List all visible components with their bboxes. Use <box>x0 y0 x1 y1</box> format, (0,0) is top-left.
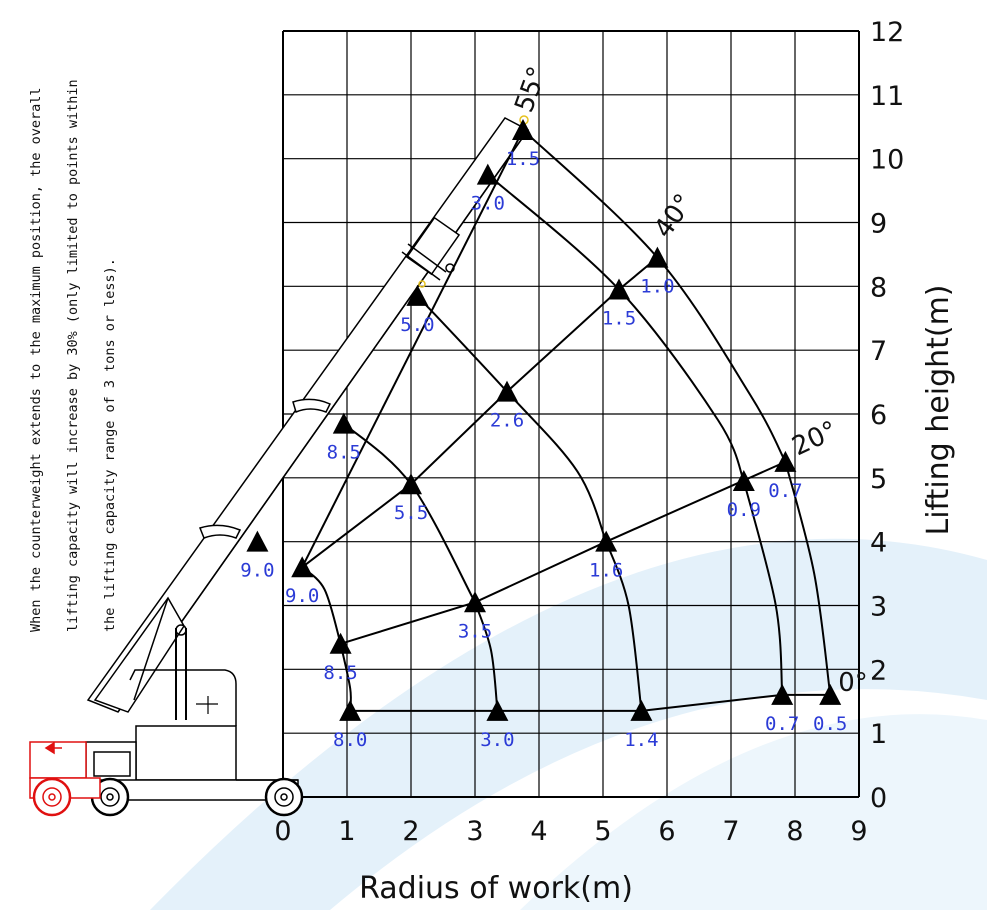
capacity-arc <box>742 480 784 695</box>
capacity-point <box>464 591 486 613</box>
y-tick-label: 3 <box>870 592 887 623</box>
capacity-point <box>774 450 797 472</box>
capacity-arc <box>784 461 832 695</box>
capacity-point <box>406 284 429 306</box>
capacity-value: 0.7 <box>768 480 802 502</box>
capacity-point <box>486 699 509 721</box>
note-line-2: lifting capacity will increase by 30% (o… <box>65 79 81 632</box>
chart-grid <box>282 30 860 798</box>
boom-angle-label: 20° <box>788 416 842 463</box>
boom-angle-label: 0° <box>838 668 868 698</box>
y-tick-label: 11 <box>870 81 904 112</box>
capacity-arc <box>474 601 499 711</box>
boom-angle-line <box>340 460 786 645</box>
front-wheel-icon <box>90 777 130 817</box>
capacity-point <box>329 632 352 654</box>
capacity-arc <box>522 129 787 463</box>
capacity-point <box>339 699 362 721</box>
x-tick-label: 1 <box>338 816 355 847</box>
capacity-value: 8.5 <box>327 442 361 464</box>
capacity-point <box>512 118 534 140</box>
capacity-value: 3.0 <box>480 729 514 751</box>
capacity-value: 0.7 <box>765 713 799 735</box>
capacity-value: 9.0 <box>240 560 274 582</box>
y-tick-label: 6 <box>870 400 887 431</box>
capacity-value: 1.4 <box>624 729 658 751</box>
x-tick-label: 7 <box>722 816 739 847</box>
y-tick-label: 10 <box>870 145 904 176</box>
x-tick-label: 6 <box>658 816 675 847</box>
capacity-point <box>496 380 518 402</box>
x-tick-label: 4 <box>530 816 547 847</box>
capacity-value: 2.6 <box>490 410 524 432</box>
capacity-arc <box>416 295 608 543</box>
capacity-point <box>608 278 630 300</box>
capacity-note: When the counterweight extends to the ma… <box>28 79 118 632</box>
y-tick-label: 4 <box>870 528 887 559</box>
y-tick-label: 7 <box>870 336 887 367</box>
y-axis-label: Lifting height(m) <box>921 284 956 535</box>
capacity-point <box>732 470 755 492</box>
note-line-1: When the counterweight extends to the ma… <box>28 87 44 632</box>
capacity-point <box>476 163 499 185</box>
rear-wheel-icon <box>264 777 304 817</box>
y-tick-label: 9 <box>870 209 887 240</box>
y-tick-label: 12 <box>870 17 904 48</box>
note-line-3: the lifting capacity range of 3 tons or … <box>102 258 118 632</box>
y-tick-label: 1 <box>870 719 887 750</box>
capacity-point <box>771 683 794 705</box>
capacity-value: 8.0 <box>333 729 367 751</box>
capacity-point <box>595 530 618 552</box>
capacity-value: 3.5 <box>458 620 492 642</box>
x-tick-label: 8 <box>786 816 803 847</box>
capacity-arc <box>605 541 643 711</box>
watermark-logo <box>150 538 987 910</box>
boom-angle-label: 55° <box>509 63 553 117</box>
capacity-value: 0.9 <box>727 499 761 521</box>
capacity-value: 5.5 <box>394 502 428 524</box>
y-tick-label: 0 <box>870 783 887 814</box>
capacity-point <box>400 473 422 495</box>
y-tick-label: 5 <box>870 464 887 495</box>
capacity-point <box>646 246 669 268</box>
capacity-point <box>246 530 269 552</box>
capacity-value: 1.5 <box>506 148 540 170</box>
x-tick-label: 0 <box>274 816 291 847</box>
x-axis-ticks: 0 1 2 3 4 5 6 7 8 9 <box>274 816 867 847</box>
capacity-value: 3.0 <box>471 193 505 215</box>
x-tick-label: 3 <box>466 816 483 847</box>
capacity-point <box>332 412 355 434</box>
capacity-point <box>819 683 842 705</box>
capacity-value: 0.5 <box>813 713 847 735</box>
x-tick-label: 9 <box>850 816 867 847</box>
capacity-value: 9.0 <box>285 585 319 607</box>
x-tick-label: 2 <box>402 816 419 847</box>
capacity-point <box>630 699 653 721</box>
capacity-marks: 9.0 9.0 8.5 8.0 8.5 5.5 3.5 3.0 5.0 2.6 1.6 1.4 3.0 1… <box>240 118 847 751</box>
capacity-value: 5.0 <box>400 314 434 336</box>
counterweight-icon <box>29 741 101 817</box>
capacity-value: 1.0 <box>640 276 674 298</box>
capacity-value: 1.5 <box>602 308 636 330</box>
x-axis-label: Radius of work(m) <box>359 871 633 906</box>
capacity-arc <box>487 173 745 482</box>
x-tick-label: 5 <box>594 816 611 847</box>
capacity-value: 1.6 <box>589 560 623 582</box>
y-tick-label: 2 <box>870 655 887 686</box>
y-tick-label: 8 <box>870 272 887 303</box>
boom-angle-line <box>301 256 659 568</box>
boom-angle-label: 40° <box>649 189 700 244</box>
crane-body-icon <box>85 669 299 801</box>
boom-angle-line <box>301 129 524 568</box>
capacity-point <box>291 556 314 578</box>
capacity-value: 8.5 <box>323 662 357 684</box>
